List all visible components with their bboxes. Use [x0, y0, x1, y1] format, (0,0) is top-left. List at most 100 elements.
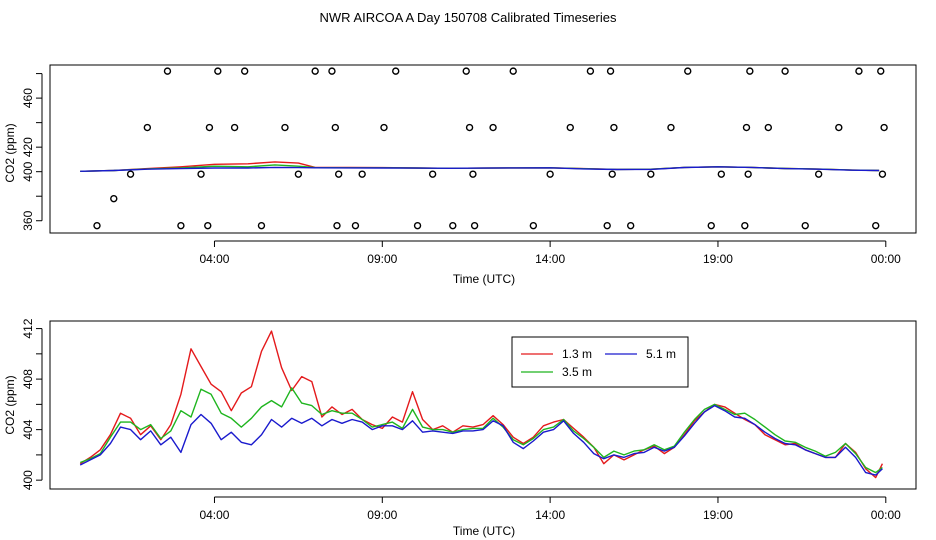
- calibration-point: [470, 221, 479, 230]
- calibration-point: [392, 67, 400, 75]
- calibration-point: [707, 221, 715, 230]
- calibration-point: [281, 123, 289, 132]
- calibration-point: [801, 221, 809, 230]
- calibration-point: [163, 67, 172, 75]
- calibration-point: [230, 123, 239, 132]
- y-tick-label: 404: [21, 419, 35, 439]
- y-tick-label: 400: [21, 470, 35, 490]
- calibration-point: [647, 170, 655, 178]
- x-tick-label: 09:00: [367, 508, 397, 522]
- calibration-point: [880, 123, 888, 132]
- calibration-point: [143, 123, 152, 132]
- legend-label-1-3m: 1.3 m: [562, 347, 592, 361]
- top-x-axis-label: Time (UTC): [453, 272, 515, 286]
- calibration-point: [835, 123, 843, 132]
- calibration-point: [529, 221, 538, 230]
- calibration-point: [380, 123, 388, 132]
- calibration-point: [489, 123, 497, 132]
- calibration-point: [462, 67, 470, 75]
- calibration-point: [205, 123, 214, 132]
- calibration-point: [603, 221, 611, 230]
- calibration-point: [197, 170, 205, 178]
- chart-title: NWR AIRCOA A Day 150708 Calibrated Times…: [320, 10, 617, 25]
- calibration-point: [610, 123, 618, 132]
- calibration-point: [93, 221, 101, 230]
- calibration-point: [546, 170, 554, 178]
- calibration-point: [177, 221, 185, 230]
- calibration-point: [126, 170, 135, 178]
- legend-label-5-1m: 5.1 m: [646, 347, 676, 361]
- calibration-point: [566, 123, 574, 132]
- x-tick-label: 09:00: [367, 252, 397, 266]
- calibration-point: [331, 123, 340, 132]
- calibration-point: [606, 67, 615, 75]
- calibration-point: [781, 67, 789, 75]
- calibration-point: [358, 170, 366, 178]
- bottom-x-axis-label: Time (UTC): [453, 524, 515, 538]
- calibration-point: [465, 123, 474, 132]
- calibration-point: [746, 67, 754, 75]
- calibration-point: [741, 221, 749, 230]
- calibration-point: [855, 67, 863, 75]
- calibration-point: [878, 170, 887, 178]
- calibration-point: [684, 67, 692, 75]
- legend: 1.3 m 5.1 m 3.5 m: [511, 336, 689, 388]
- calibration-point: [667, 123, 675, 132]
- calibration-point: [257, 221, 266, 230]
- legend-box: [511, 336, 689, 388]
- calibration-point: [742, 123, 751, 132]
- calibration-point: [744, 170, 752, 178]
- calibration-point: [334, 170, 343, 178]
- series-line-3-5-m: [79, 387, 883, 474]
- calibration-point: [204, 221, 212, 230]
- calibration-point: [872, 221, 880, 230]
- y-tick-label: 420: [21, 137, 35, 157]
- calibration-point: [214, 67, 222, 75]
- calibration-point: [586, 67, 595, 75]
- y-tick-label: 460: [21, 88, 35, 108]
- calibration-point: [110, 194, 118, 203]
- calibration-point: [717, 170, 726, 178]
- x-tick-label: 04:00: [199, 508, 229, 522]
- calibration-point: [814, 170, 823, 178]
- calibration-point: [428, 170, 437, 178]
- calibration-point: [608, 170, 616, 178]
- bottom-y-axis-label: CO2 (ppm): [3, 375, 17, 434]
- calibration-point: [351, 221, 360, 230]
- y-tick-label: 412: [21, 318, 35, 338]
- calibration-point: [764, 123, 773, 132]
- series-line-1-3-m: [79, 330, 884, 479]
- x-tick-label: 14:00: [535, 252, 565, 266]
- calibration-point: [877, 67, 885, 75]
- panel-1-axes: 04:00 09:00 14:00 19:00 00:00 400 404 408 412: [21, 318, 901, 522]
- series-line-5-1-m: [79, 404, 883, 476]
- calibration-point: [311, 67, 319, 75]
- y-tick-label: 408: [21, 369, 35, 389]
- top-plot-frame: [49, 64, 917, 234]
- panel-0-axes: 04:00 09:00 14:00 19:00 00:00 360 400 420 460: [21, 73, 901, 266]
- calibration-point: [413, 221, 422, 230]
- calibration-point: [294, 170, 303, 178]
- x-tick-label: 19:00: [703, 252, 733, 266]
- legend-label-3-5m: 3.5 m: [562, 365, 592, 379]
- calibration-point: [449, 221, 457, 230]
- x-tick-label: 14:00: [535, 508, 565, 522]
- y-tick-label: 360: [21, 210, 35, 230]
- series-line-5-1-m: [80, 166, 880, 172]
- calibration-point: [626, 221, 635, 230]
- x-tick-label: 04:00: [199, 252, 229, 266]
- top-panel: Time (UTC) CO2 (ppm) 04:00 09:00 14:00 19:0…: [3, 64, 917, 286]
- calibration-point: [469, 170, 477, 178]
- calibration-point: [240, 67, 249, 75]
- x-tick-label: 19:00: [703, 508, 733, 522]
- x-tick-label: 00:00: [871, 508, 901, 522]
- calibration-point: [509, 67, 517, 75]
- bottom-panel: Time (UTC) CO2 (ppm) 04:00 09:00 14:00 19:0…: [3, 318, 917, 538]
- y-tick-label: 400: [21, 161, 35, 181]
- top-y-axis-label: CO2 (ppm): [3, 123, 17, 182]
- bottom-plot-frame: [49, 320, 917, 490]
- x-tick-label: 00:00: [871, 252, 901, 266]
- calibration-point: [328, 67, 336, 75]
- calibration-point: [333, 221, 341, 230]
